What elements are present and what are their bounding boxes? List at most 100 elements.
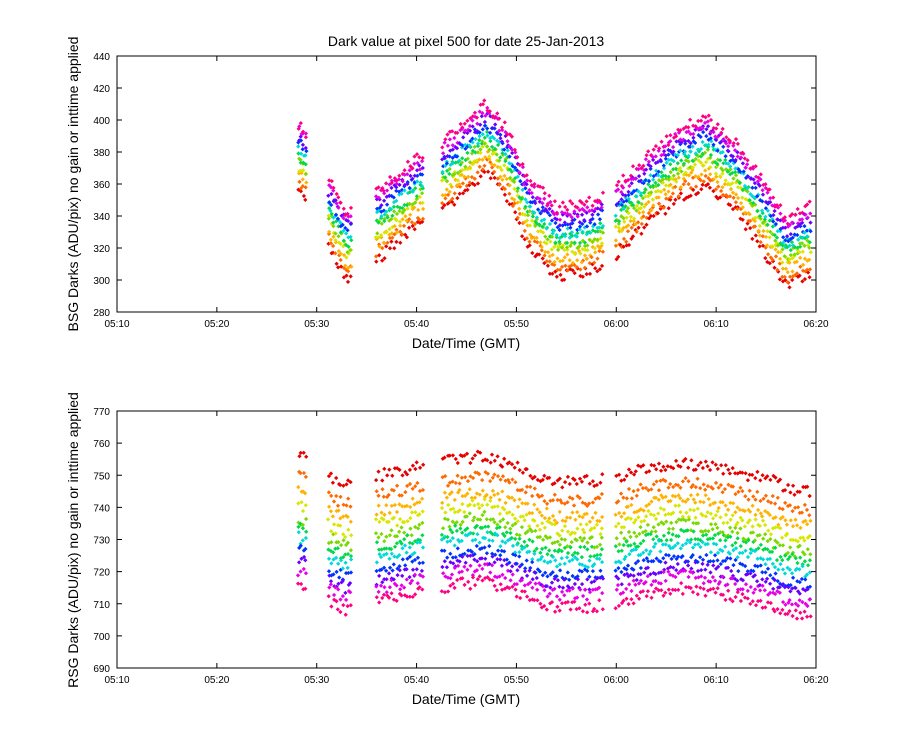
- data-point: [616, 254, 621, 260]
- data-point: [582, 253, 588, 258]
- data-point: [600, 230, 606, 235]
- bsg-points: [296, 98, 813, 290]
- data-point: [300, 129, 306, 134]
- data-point: [542, 196, 547, 201]
- data-point: [587, 195, 592, 200]
- data-point: [530, 214, 536, 219]
- data-point: [534, 235, 539, 241]
- data-point: [656, 201, 662, 206]
- data-point: [527, 239, 532, 244]
- data-point: [549, 234, 555, 240]
- data-point: [469, 174, 475, 180]
- data-point: [678, 148, 683, 153]
- data-point: [662, 187, 667, 192]
- data-point: [384, 244, 389, 249]
- y-tick-label: 280: [93, 308, 110, 319]
- y-tick-label: 400: [93, 116, 110, 127]
- data-point: [639, 231, 644, 236]
- data-point: [331, 185, 336, 191]
- data-point: [639, 201, 644, 207]
- x-tick-label: 06:10: [704, 319, 729, 330]
- data-point: [487, 154, 492, 159]
- data-point: [559, 264, 565, 270]
- data-point: [668, 139, 673, 144]
- data-point: [475, 141, 481, 146]
- data-point: [296, 144, 301, 149]
- data-point: [578, 251, 583, 256]
- data-point: [482, 169, 487, 175]
- data-point: [384, 188, 390, 193]
- data-point: [338, 200, 343, 205]
- data-point: [348, 221, 354, 226]
- data-point: [455, 178, 461, 183]
- data-point: [470, 136, 475, 141]
- data-point: [517, 170, 522, 175]
- data-point: [304, 148, 309, 154]
- data-point: [341, 252, 347, 258]
- data-point: [653, 154, 658, 159]
- data-point: [528, 204, 533, 209]
- data-point: [410, 165, 415, 171]
- data-point: [584, 210, 589, 215]
- data-point: [300, 147, 305, 152]
- data-point: [590, 216, 595, 222]
- data-point: [406, 225, 412, 230]
- data-point: [523, 186, 528, 191]
- data-point: [470, 140, 475, 145]
- data-point: [391, 195, 396, 200]
- data-point: [542, 191, 547, 196]
- data-point: [549, 218, 555, 223]
- data-point: [671, 201, 676, 207]
- data-point: [525, 213, 531, 218]
- data-point: [574, 265, 580, 270]
- data-point: [440, 193, 445, 198]
- data-point: [565, 252, 570, 257]
- x-tick-label: 05:10: [104, 675, 129, 686]
- data-point: [527, 209, 532, 214]
- data-point: [557, 204, 562, 209]
- data-point: [338, 241, 343, 247]
- data-point: [346, 269, 351, 274]
- data-point: [329, 191, 334, 197]
- data-point: [440, 200, 445, 206]
- data-point: [400, 217, 405, 222]
- data-point: [376, 185, 381, 190]
- data-point: [498, 174, 503, 179]
- data-point: [686, 181, 691, 187]
- data-point: [497, 128, 502, 133]
- data-point: [648, 166, 653, 172]
- data-point: [663, 144, 668, 149]
- data-point: [523, 197, 528, 202]
- data-point: [545, 237, 550, 242]
- data-point: [661, 149, 667, 154]
- data-point: [495, 142, 501, 148]
- data-point: [444, 161, 450, 166]
- data-point: [535, 240, 540, 245]
- data-point: [671, 158, 676, 164]
- data-point: [414, 152, 420, 157]
- data-point: [578, 267, 583, 272]
- data-point: [646, 210, 652, 216]
- data-point: [462, 174, 467, 180]
- y-tick-label: 320: [93, 244, 110, 255]
- data-point: [524, 218, 530, 223]
- data-point: [482, 135, 487, 140]
- bsg-plot-frame: [116, 55, 817, 313]
- data-point: [565, 207, 570, 213]
- data-point: [634, 194, 639, 199]
- data-point: [600, 208, 605, 213]
- data-point: [419, 158, 425, 164]
- data-point: [412, 221, 418, 227]
- data-point: [475, 143, 481, 149]
- data-point: [637, 163, 642, 168]
- data-point: [408, 212, 413, 217]
- data-point: [482, 163, 487, 168]
- data-point: [668, 169, 673, 175]
- data-point: [518, 199, 523, 205]
- data-point: [548, 199, 553, 205]
- data-point: [577, 224, 583, 229]
- data-point: [666, 157, 671, 163]
- data-point: [626, 196, 632, 202]
- data-point: [418, 180, 423, 185]
- data-point: [377, 244, 382, 249]
